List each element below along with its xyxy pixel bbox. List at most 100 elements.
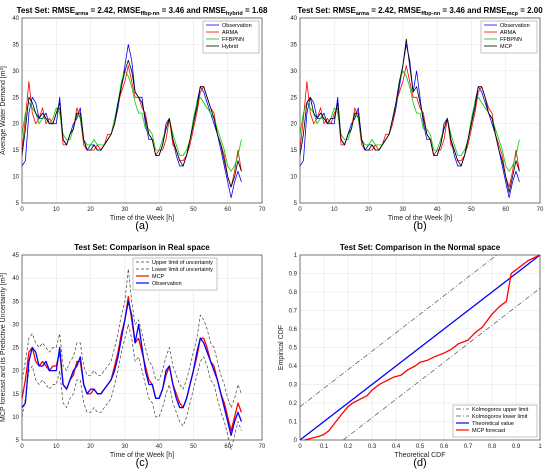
x-tick-label: 0.4 — [392, 444, 401, 450]
x-tick-label: 40 — [434, 207, 441, 213]
x-axis-label: Time of the Week [h] — [388, 215, 452, 222]
x-tick-label: 50 — [190, 207, 197, 213]
legend-entry: Theoretical value — [472, 421, 514, 427]
series-line-observation — [21, 300, 243, 437]
x-tick-label: 30 — [400, 207, 407, 213]
y-tick-label: 15 — [12, 392, 19, 398]
legend-entry: MCP — [152, 274, 165, 280]
panel-label: (d) — [413, 457, 426, 469]
series-line-hybrid — [21, 59, 242, 188]
x-tick-label: 0.3 — [368, 444, 377, 450]
y-tick-label: 35 — [12, 299, 19, 305]
y-tick-label: 0.6 — [289, 327, 298, 333]
title-text: Test Set: RMSE — [17, 6, 76, 15]
x-tick-label: 40 — [156, 444, 163, 450]
legend-entry: Kolmogorov lower limit — [472, 414, 528, 420]
chart-title: Test Set: RMSEarma = 2.42, RMSEffbp-nn =… — [297, 6, 543, 17]
y-tick-label: 0.4 — [289, 364, 298, 370]
title-subscript: ffbp-nn — [141, 11, 161, 17]
x-tick-label: 0.5 — [416, 444, 425, 450]
y-tick-label: 0.1 — [289, 420, 298, 426]
title-text: Test Set: Comparison in the Normal space — [340, 243, 501, 252]
panel-label: (c) — [136, 457, 149, 469]
legend-box — [480, 20, 538, 54]
x-tick-label: 30 — [122, 207, 129, 213]
y-tick-label: 5 — [16, 201, 20, 207]
y-tick-label: 10 — [12, 175, 19, 181]
legend-entry: FFBPNN — [222, 37, 244, 43]
chart-title: Test Set: RMSEarma = 2.42, RMSEffbp-nn =… — [17, 6, 268, 17]
title-subscript: arma — [356, 11, 370, 17]
panel-d: 0 0.1 0.2 0.3 0.4 0.5 0.6 0.7 0.8 0.9 1 0 0.1 0.2 0.3 0… — [278, 243, 542, 469]
y-tick-label: 30 — [290, 69, 297, 75]
y-tick-label: 10 — [290, 175, 297, 181]
series-line-kolmogorov-lower-limit — [342, 288, 541, 441]
plot-border — [299, 17, 541, 204]
title-text: = 2.42, RMSE — [369, 6, 422, 15]
y-tick-label: 0 — [294, 438, 298, 444]
title-text: Test Set: Comparison in Real space — [74, 243, 210, 252]
series-line-mcp-forecast — [304, 254, 541, 441]
y-tick-label: 35 — [290, 42, 297, 48]
y-tick-label: 45 — [12, 253, 19, 259]
y-tick-label: 25 — [12, 346, 19, 352]
x-tick-label: 60 — [224, 207, 231, 213]
series-line-mcp — [299, 38, 520, 193]
y-tick-label: 25 — [290, 95, 297, 101]
y-tick-label: 25 — [12, 95, 19, 101]
y-tick-label: 0.9 — [289, 272, 298, 278]
series-line-upper-limit-of-uncertainty — [21, 268, 242, 408]
legend-entry: Kolmogorov upper limit — [472, 407, 529, 413]
series-line-theoretical-value — [299, 254, 541, 441]
legend-entry: Observation — [500, 23, 530, 29]
y-tick-label: 40 — [12, 276, 19, 282]
legend-entry: ARMA — [500, 30, 516, 36]
y-axis-label: Empirical CDF — [278, 325, 285, 370]
y-tick-label: 5 — [294, 201, 298, 207]
y-tick-label: 0.5 — [289, 346, 298, 352]
title-text: = 2.00 — [518, 6, 543, 15]
x-tick-label: 10 — [53, 444, 60, 450]
series-line-kolmogorov-upper-limit — [299, 254, 498, 407]
title-subscript: arma — [75, 11, 89, 17]
x-tick-label: 60 — [502, 207, 509, 213]
title-text: = 3.46 and RMSE — [440, 6, 507, 15]
y-tick-label: 30 — [12, 322, 19, 328]
x-axis-label: Time of the Week [h] — [110, 452, 174, 459]
x-tick-label: 0.2 — [344, 444, 353, 450]
y-tick-label: 40 — [12, 16, 19, 22]
x-tick-label: 0.1 — [320, 444, 329, 450]
y-tick-label: 20 — [12, 122, 19, 128]
plot-border — [21, 254, 263, 441]
x-axis-label: Time of the Week [h] — [110, 215, 174, 222]
y-tick-label: 0.2 — [289, 401, 298, 407]
legend-entry: FFBPNN — [500, 37, 522, 43]
x-tick-label: 0.8 — [488, 444, 497, 450]
title-subscript: ffbp-nn — [421, 11, 441, 17]
x-tick-label: 20 — [87, 207, 94, 213]
y-tick-label: 15 — [12, 148, 19, 154]
chart-title: Test Set: Comparison in Real space — [74, 243, 210, 252]
legend-entry: MCP — [500, 44, 513, 50]
title-text: = 3.46 and RMSE — [159, 6, 226, 15]
x-tick-label: 20 — [87, 444, 94, 450]
x-tick-label: 70 — [259, 207, 266, 213]
x-tick-label: 20 — [365, 207, 372, 213]
panel-label: (b) — [413, 220, 426, 232]
y-tick-label: 0.7 — [289, 309, 298, 315]
x-tick-label: 70 — [259, 444, 266, 450]
x-tick-label: 0 — [20, 207, 24, 213]
x-axis-label: Theoretical CDF — [395, 452, 446, 459]
x-tick-label: 70 — [537, 207, 544, 213]
x-tick-label: 50 — [468, 207, 475, 213]
panel-label: (a) — [135, 220, 148, 232]
y-tick-label: 20 — [12, 369, 19, 375]
title-subscript: hybrid — [226, 11, 243, 17]
